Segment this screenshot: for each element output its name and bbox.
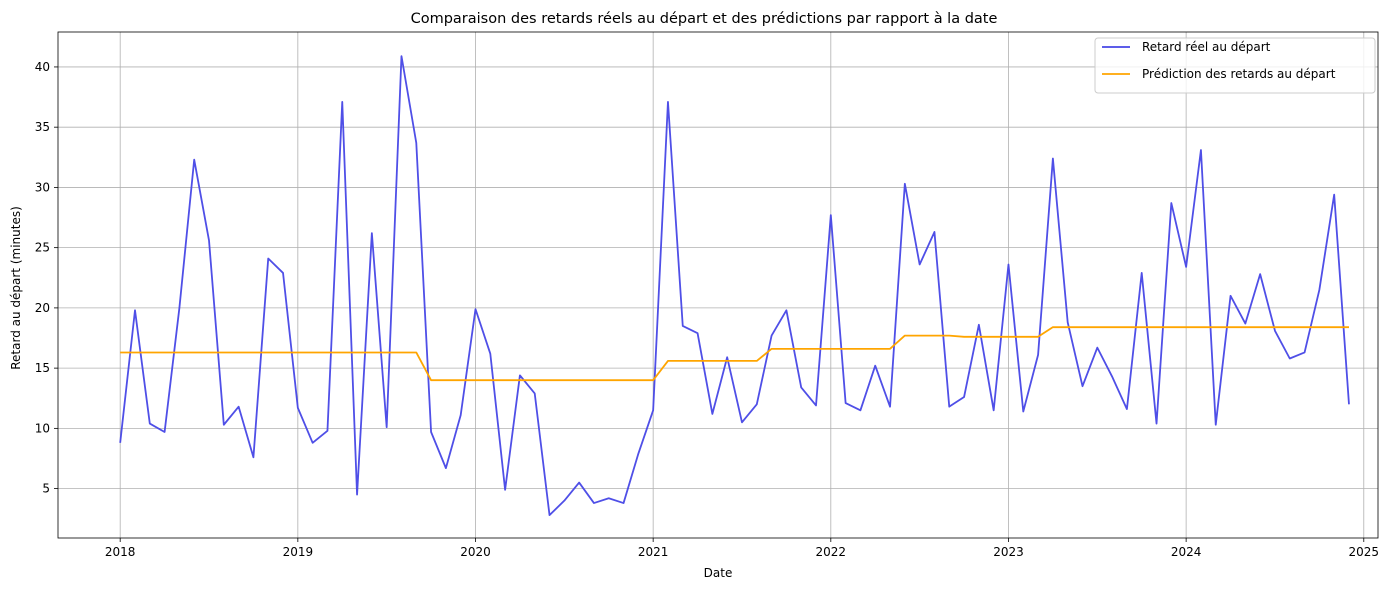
x-tick-label: 2019 — [283, 545, 314, 559]
x-tick-label: 2024 — [1171, 545, 1202, 559]
legend-label-prediction: Prédiction des retards au départ — [1142, 67, 1336, 81]
x-tick-label: 2020 — [460, 545, 491, 559]
plot-frame — [57, 31, 1379, 539]
y-tick-label: 40 — [35, 60, 50, 74]
y-tick-label: 20 — [35, 301, 50, 315]
y-tick-label: 25 — [35, 241, 50, 255]
legend-box — [1094, 37, 1376, 94]
grid — [58, 32, 1378, 538]
y-tick-label: 5 — [42, 482, 50, 496]
x-axis-title: Date — [704, 566, 733, 580]
y-tick-label: 30 — [35, 180, 50, 194]
legend: Retard réel au départ Prédiction des ret… — [1094, 37, 1376, 94]
x-tick-label: 2025 — [1349, 545, 1380, 559]
y-tick-label: 10 — [35, 421, 50, 435]
x-tick-label: 2018 — [105, 545, 136, 559]
x-tick-label: 2022 — [816, 545, 847, 559]
series-lines — [119, 55, 1350, 517]
series-line-prediction — [120, 326, 1349, 382]
y-tick-label: 35 — [35, 120, 50, 134]
series-line-actual — [119, 55, 1350, 517]
axis-ticks: 2018 2019 2020 2021 2022 2023 2024 202551015202… — [35, 60, 1379, 559]
legend-label-actual: Retard réel au départ — [1142, 40, 1271, 54]
x-tick-label: 2021 — [638, 545, 669, 559]
x-tick-label: 2023 — [993, 545, 1024, 559]
y-axis-title: Retard au départ (minutes) — [9, 206, 23, 370]
y-tick-label: 15 — [35, 361, 50, 375]
chart-title: Comparaison des retards réels au départ … — [411, 11, 998, 27]
